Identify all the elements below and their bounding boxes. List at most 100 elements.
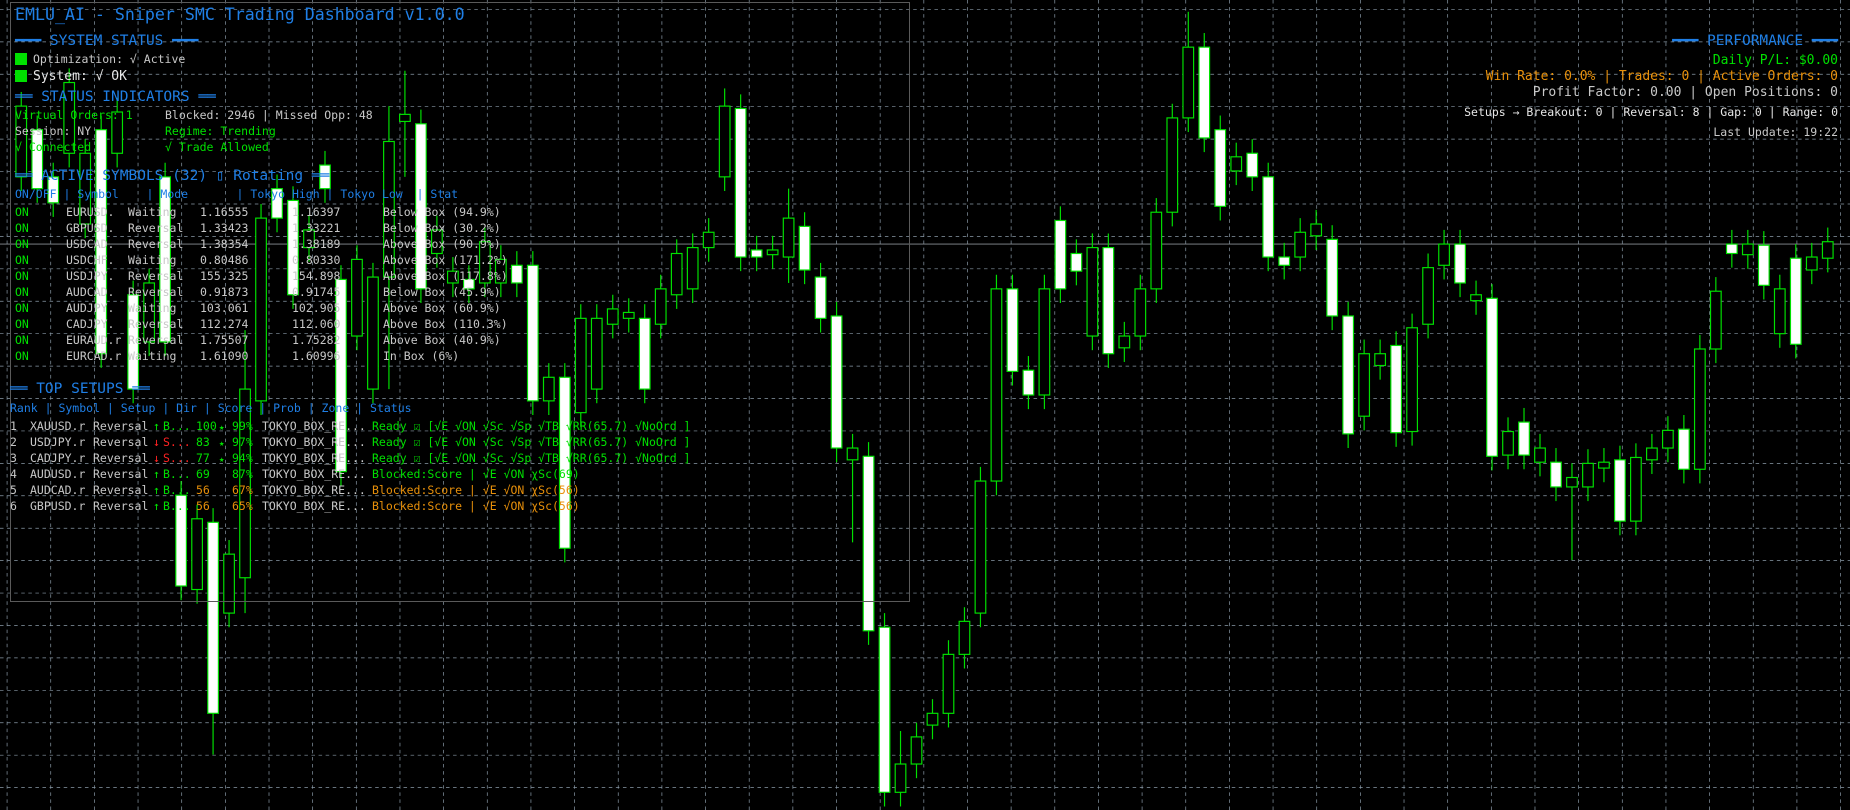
candle-body — [830, 315, 843, 449]
candle-body — [31, 129, 44, 190]
candle-body — [1358, 353, 1371, 417]
symbol-row[interactable]: ON EURAUD.r Reversal 1.75507 1.75282 Above Bo… — [0, 333, 900, 351]
candle-body — [1534, 447, 1546, 463]
symbol-on-toggle[interactable]: ON — [15, 301, 29, 315]
symbol-row[interactable]: ON CADJPY. Reversal 112.274 112.060 Above Box… — [0, 317, 900, 335]
setup-row[interactable]: 2 USDJPY.r Reversal ↓ S... 83 ★ 97% TOKYO_BOX_RE… — [0, 435, 900, 453]
candle-body — [558, 376, 571, 549]
candle-body — [686, 247, 699, 290]
symbol-row[interactable]: ON EURCAD.r Waiting 1.61090 1.60996 In Box (6… — [0, 349, 900, 367]
bullish-candle — [63, 68, 76, 168]
blocked-missed: Blocked: 2946 | Missed Opp: 48 — [165, 108, 373, 122]
bullish-candle — [1693, 334, 1706, 484]
setup-probability: 87% — [232, 467, 253, 481]
bullish-candle — [239, 330, 251, 614]
bullish-candle — [191, 504, 203, 604]
bullish-candle — [1358, 339, 1371, 431]
bearish-candle — [127, 280, 140, 404]
symbol-on-toggle[interactable]: ON — [15, 237, 29, 251]
symbol-on-toggle[interactable]: ON — [15, 349, 29, 363]
bearish-candle — [1677, 415, 1690, 484]
setup-type: Reversal — [93, 419, 149, 433]
box-status: Above Box (40.9%) — [383, 333, 501, 347]
box-status: Above Box (90.9%) — [383, 237, 501, 251]
bullish-candle — [894, 731, 907, 807]
bullish-candle — [15, 91, 28, 192]
setup-symbol: USDJPY.r — [30, 435, 86, 449]
symbol-name: EURCAD.r — [66, 349, 122, 363]
candle-body — [1805, 256, 1818, 271]
bearish-candle — [1262, 162, 1275, 272]
candle-body — [1757, 244, 1770, 286]
candle-body — [1326, 238, 1339, 317]
tokyo-high: 112.274 — [200, 317, 249, 331]
candle-body — [1406, 327, 1418, 433]
candle-body — [63, 81, 76, 154]
bearish-candle — [1789, 244, 1802, 359]
symbol-row[interactable]: ON USDJPY. Reversal 155.325 154.898 Above Box… — [0, 269, 900, 287]
symbol-name: GBPUSD. — [66, 221, 115, 235]
bearish-candle — [159, 162, 172, 357]
bearish-candle — [1550, 448, 1562, 502]
box-status: Above Box (110.3%) — [383, 317, 508, 331]
bearish-candle — [750, 235, 763, 272]
symbol-mode: Reversal — [128, 333, 184, 347]
bullish-candle — [1646, 433, 1658, 474]
bullish-candle — [1773, 274, 1786, 348]
setup-row[interactable]: 1 XAUUSD.r Reversal ↑ B... 100 ★ 99% TOKYO_BOX_R… — [0, 419, 900, 437]
candle-body — [1182, 46, 1195, 119]
candle-body — [702, 231, 715, 249]
symbol-row[interactable]: ON GBPUSD. Reversal 1.33423 1.33221 Below Box… — [0, 221, 900, 239]
bullish-candle — [590, 304, 603, 404]
candle-body — [79, 152, 92, 225]
dashboard-title: EMLU_AI - Sniper SMC Trading Dashboard v… — [15, 5, 465, 24]
candle-body — [1630, 456, 1642, 522]
symbol-row[interactable]: ON AUDCAD. Reversal 0.91873 0.91745 Below Box… — [0, 285, 900, 303]
bullish-candle — [1422, 253, 1434, 339]
setup-row[interactable]: 5 AUDCAD.r Reversal ↑ B... 56 67% TOKYO_BOX_RE.… — [0, 483, 900, 501]
active-symbols-header: ══ ACTIVE SYMBOLS (32) ▯ Rotating ══ — [15, 168, 330, 184]
bullish-candle — [1086, 233, 1099, 351]
symbol-on-toggle[interactable]: ON — [15, 317, 29, 331]
setup-row[interactable]: 6 GBPUSD.r Reversal ↑ B... 56 65% TOKYO_BOX_RE.… — [0, 500, 900, 517]
candle-body — [1294, 231, 1307, 258]
tokyo-low: 1.33221 — [292, 221, 341, 235]
symbol-on-toggle[interactable]: ON — [15, 269, 29, 283]
system-status-header: ━━━ SYSTEM STATUS ━━━ — [15, 33, 199, 49]
bullish-candle — [926, 699, 939, 740]
candle-body — [670, 252, 683, 296]
bearish-candle — [1278, 242, 1291, 280]
bullish-candle — [990, 274, 1003, 496]
bullish-candle — [446, 257, 459, 298]
symbol-row[interactable]: ON USDCHF. Waiting 0.80486 0.80330 Above Box … — [0, 253, 900, 271]
bullish-candle — [782, 188, 795, 283]
symbol-mode: Waiting — [128, 205, 177, 219]
symbol-on-toggle[interactable]: ON — [15, 333, 29, 347]
setup-rank: 3 — [10, 451, 17, 465]
setup-row[interactable]: 3 CADJPY.r Reversal ↓ S... 77 ★ 94% TOKYO_BOX_RE… — [0, 451, 900, 469]
symbol-row[interactable]: ON USDCAD. Reversal 1.38354 1.38189 Above Box… — [0, 237, 900, 255]
bullish-candle — [910, 722, 923, 779]
setup-row[interactable]: 4 AUDUSD.r Reversal ↑ B... 69 87% TOKYO_BOX_RE.… — [0, 467, 900, 485]
bullish-candle — [670, 239, 683, 309]
symbol-row[interactable]: ON AUDJPY. Waiting 103.061 102.905 Above Box … — [0, 301, 900, 319]
setup-probability: 94% — [232, 451, 253, 465]
performance-header: ━━━ PERFORMANCE ━━━ — [1672, 33, 1838, 49]
symbol-on-toggle[interactable]: ON — [15, 253, 29, 267]
top-setups-header: ══ TOP SETUPS ══ — [10, 381, 150, 397]
setup-symbol: AUDCAD.r — [30, 483, 86, 497]
setup-type: Reversal — [93, 483, 149, 497]
symbol-on-toggle[interactable]: ON — [15, 221, 29, 235]
bearish-candle — [1246, 139, 1259, 192]
symbol-on-toggle[interactable]: ON — [15, 285, 29, 299]
symbol-on-toggle[interactable]: ON — [15, 205, 29, 219]
candle-body — [798, 225, 811, 271]
setup-status: Blocked:Score | √E √ON χSc(56) — [372, 483, 580, 497]
symbol-row[interactable]: ON EURUSD. Waiting 1.16555 1.16397 Below Box … — [0, 205, 900, 223]
candle-body — [127, 294, 140, 390]
setup-status: Ready ☑ [√E √ON √Sc √Sp √TB √RR(65.7) √N… — [372, 451, 691, 465]
candle-body — [1438, 243, 1450, 266]
candle-body — [1070, 252, 1083, 272]
box-status: Above Box (60.9%) — [383, 301, 501, 315]
